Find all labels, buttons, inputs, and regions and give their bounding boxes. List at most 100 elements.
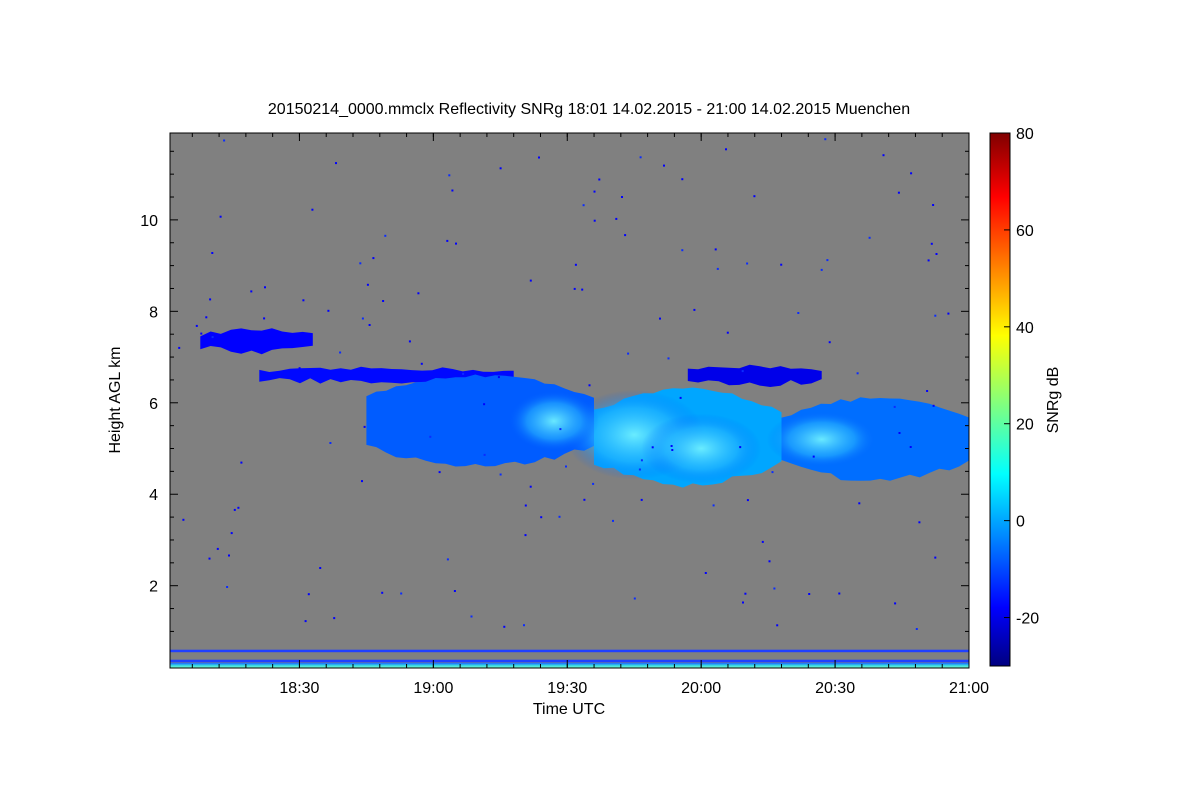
speckle	[714, 248, 717, 251]
speckle	[228, 554, 230, 557]
speckle	[499, 473, 502, 476]
speckle	[858, 502, 861, 505]
speckle	[264, 286, 266, 289]
speckle	[182, 518, 185, 521]
speckle	[240, 461, 243, 464]
speckle	[780, 263, 783, 266]
speckle	[934, 556, 937, 559]
speckle	[932, 204, 935, 206]
speckle	[226, 586, 229, 588]
speckle	[651, 446, 654, 449]
speckle	[429, 435, 432, 438]
speckle	[574, 263, 577, 266]
speckle	[524, 504, 527, 507]
speckle	[681, 249, 684, 252]
speckle	[894, 602, 897, 605]
speckle	[776, 624, 779, 627]
speckle	[209, 298, 212, 301]
speckle	[704, 572, 707, 574]
speckle	[565, 465, 567, 468]
speckle	[627, 352, 630, 355]
speckle	[359, 262, 362, 265]
speckle	[583, 498, 586, 501]
speckle	[588, 384, 591, 387]
y-tick-label: 4	[149, 487, 158, 504]
speckle	[446, 239, 449, 242]
speckle	[329, 442, 332, 444]
speckle	[856, 372, 859, 375]
speckle	[438, 471, 441, 474]
x-tick-label: 21:00	[949, 680, 989, 697]
speckle	[446, 558, 449, 561]
speckle	[746, 262, 749, 265]
speckle	[483, 403, 486, 406]
speckle	[499, 167, 502, 170]
speckle	[417, 292, 420, 295]
speckle	[934, 314, 937, 317]
speckle	[333, 617, 336, 620]
colorbar	[989, 132, 1011, 667]
near-ground-echo	[170, 649, 969, 668]
speckle	[366, 283, 369, 286]
speckle	[725, 148, 727, 151]
speckle	[524, 534, 527, 537]
speckle	[593, 190, 596, 193]
speckle	[361, 317, 364, 320]
speckle	[559, 428, 562, 431]
speckle	[671, 449, 674, 451]
x-tick-label: 20:30	[815, 680, 855, 697]
ground-line-mid	[170, 659, 969, 663]
speckle	[826, 259, 829, 262]
speckle	[639, 156, 642, 159]
speckle	[451, 189, 454, 192]
speckle	[712, 504, 715, 507]
colorbar-tick-label: 60	[1016, 223, 1034, 240]
speckle	[667, 357, 670, 360]
speckle	[746, 499, 749, 502]
speckle	[640, 498, 643, 501]
speckle	[319, 567, 322, 569]
x-tick-label: 20:00	[681, 680, 721, 697]
y-tick-label: 2	[149, 579, 158, 596]
speckle	[897, 191, 900, 194]
speckle	[538, 156, 540, 159]
speckle	[621, 196, 623, 198]
speckle	[211, 336, 214, 339]
speckle	[307, 593, 310, 596]
speckle	[868, 236, 871, 239]
speckle	[408, 340, 411, 343]
x-axis: 18:30 19:00 19:30 20:00 20:30 21:00	[191, 133, 989, 697]
cloud-region-upper-fragment-east	[687, 364, 822, 387]
cloud-echo-layer	[200, 328, 969, 488]
speckle	[592, 482, 595, 485]
speckle	[361, 480, 363, 483]
speckle	[932, 404, 935, 407]
speckle	[808, 593, 811, 595]
speckle	[773, 587, 776, 590]
speckle	[230, 532, 233, 535]
speckle	[200, 332, 203, 335]
speckle	[612, 519, 614, 522]
speckle	[918, 521, 921, 524]
speckle	[828, 341, 831, 344]
colorbar-axis: -20 0 20 40 60 80	[1004, 126, 1039, 628]
x-tick-label: 19:30	[547, 680, 587, 697]
speckle	[339, 351, 342, 354]
speckle	[470, 615, 473, 618]
colorbar-tick-label: 80	[1016, 126, 1034, 143]
speckle	[216, 547, 219, 550]
speckle	[233, 508, 236, 511]
speckle	[311, 208, 314, 211]
speckle	[237, 506, 240, 509]
speckle	[327, 309, 330, 312]
speckle	[768, 560, 771, 563]
speckle	[382, 300, 385, 302]
speckle	[523, 624, 525, 627]
speckle	[681, 178, 684, 181]
speckle	[930, 242, 933, 245]
speckle	[663, 164, 665, 167]
speckle	[927, 259, 930, 262]
speckle	[363, 425, 366, 428]
speckle	[947, 312, 950, 315]
